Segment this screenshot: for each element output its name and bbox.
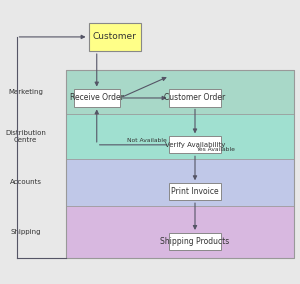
Text: Customer Order: Customer Order — [164, 93, 226, 103]
Text: Not Available: Not Available — [127, 138, 166, 143]
Bar — [66, 159, 294, 206]
Text: Shipping: Shipping — [10, 229, 41, 235]
Text: Shipping Products: Shipping Products — [160, 237, 230, 246]
Bar — [66, 114, 294, 159]
Bar — [66, 206, 294, 258]
Text: Yes Available: Yes Available — [196, 147, 236, 152]
Bar — [169, 233, 220, 250]
Bar — [169, 183, 220, 200]
Bar — [66, 70, 294, 114]
Bar — [169, 136, 220, 153]
Bar — [88, 23, 141, 51]
Text: Customer: Customer — [93, 32, 137, 41]
Bar — [169, 89, 220, 106]
Text: Marketing: Marketing — [8, 89, 43, 95]
Text: Receive Order: Receive Order — [70, 93, 124, 103]
Bar — [74, 89, 120, 106]
Bar — [66, 70, 294, 258]
Text: Print Invoice: Print Invoice — [171, 187, 219, 196]
Text: Distribution Centre: Distribution Centre — [5, 130, 46, 143]
Text: Verify Availability: Verify Availability — [165, 142, 225, 148]
Text: Accounts: Accounts — [10, 179, 41, 185]
